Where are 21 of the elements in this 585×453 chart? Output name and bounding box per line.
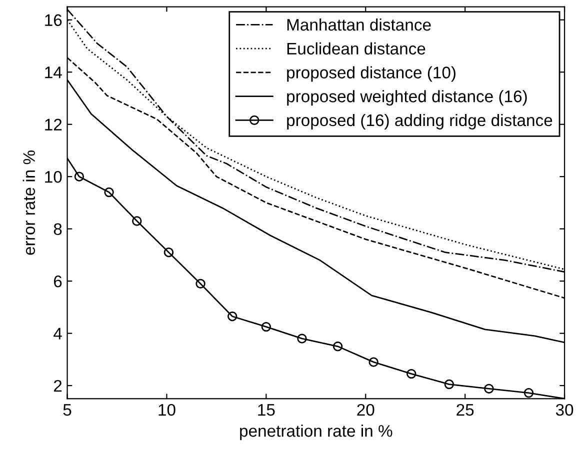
y-tick-label: 12: [45, 118, 62, 130]
y-tick-label: 8: [54, 223, 62, 236]
legend-label: proposed (16) adding ridge distance: [287, 114, 552, 130]
legend-label: Manhattan distance: [287, 18, 431, 31]
legend-label: Euclidean distance: [287, 42, 426, 55]
x-tick-label: 20: [357, 404, 374, 416]
x-tick-label: 25: [456, 404, 474, 416]
y-tick-label: 10: [45, 170, 62, 183]
x-tick-label: 30: [556, 404, 574, 416]
legend-label: proposed distance (10): [287, 66, 456, 82]
x-tick-label: 10: [158, 404, 176, 416]
y-tick-label: 6: [54, 275, 62, 288]
legend-label: proposed weighted distance (16): [287, 90, 527, 106]
y-tick-label: 4: [54, 328, 62, 340]
y-tick-label: 16: [45, 14, 62, 26]
y-tick-label: 2: [54, 380, 62, 392]
x-axis-title: penetration rate in %: [240, 424, 392, 440]
x-tick-label: 5: [63, 404, 72, 416]
y-axis-title: error rate in %: [22, 150, 36, 255]
y-tick-label: 14: [45, 66, 62, 78]
x-tick-label: 15: [258, 404, 275, 416]
